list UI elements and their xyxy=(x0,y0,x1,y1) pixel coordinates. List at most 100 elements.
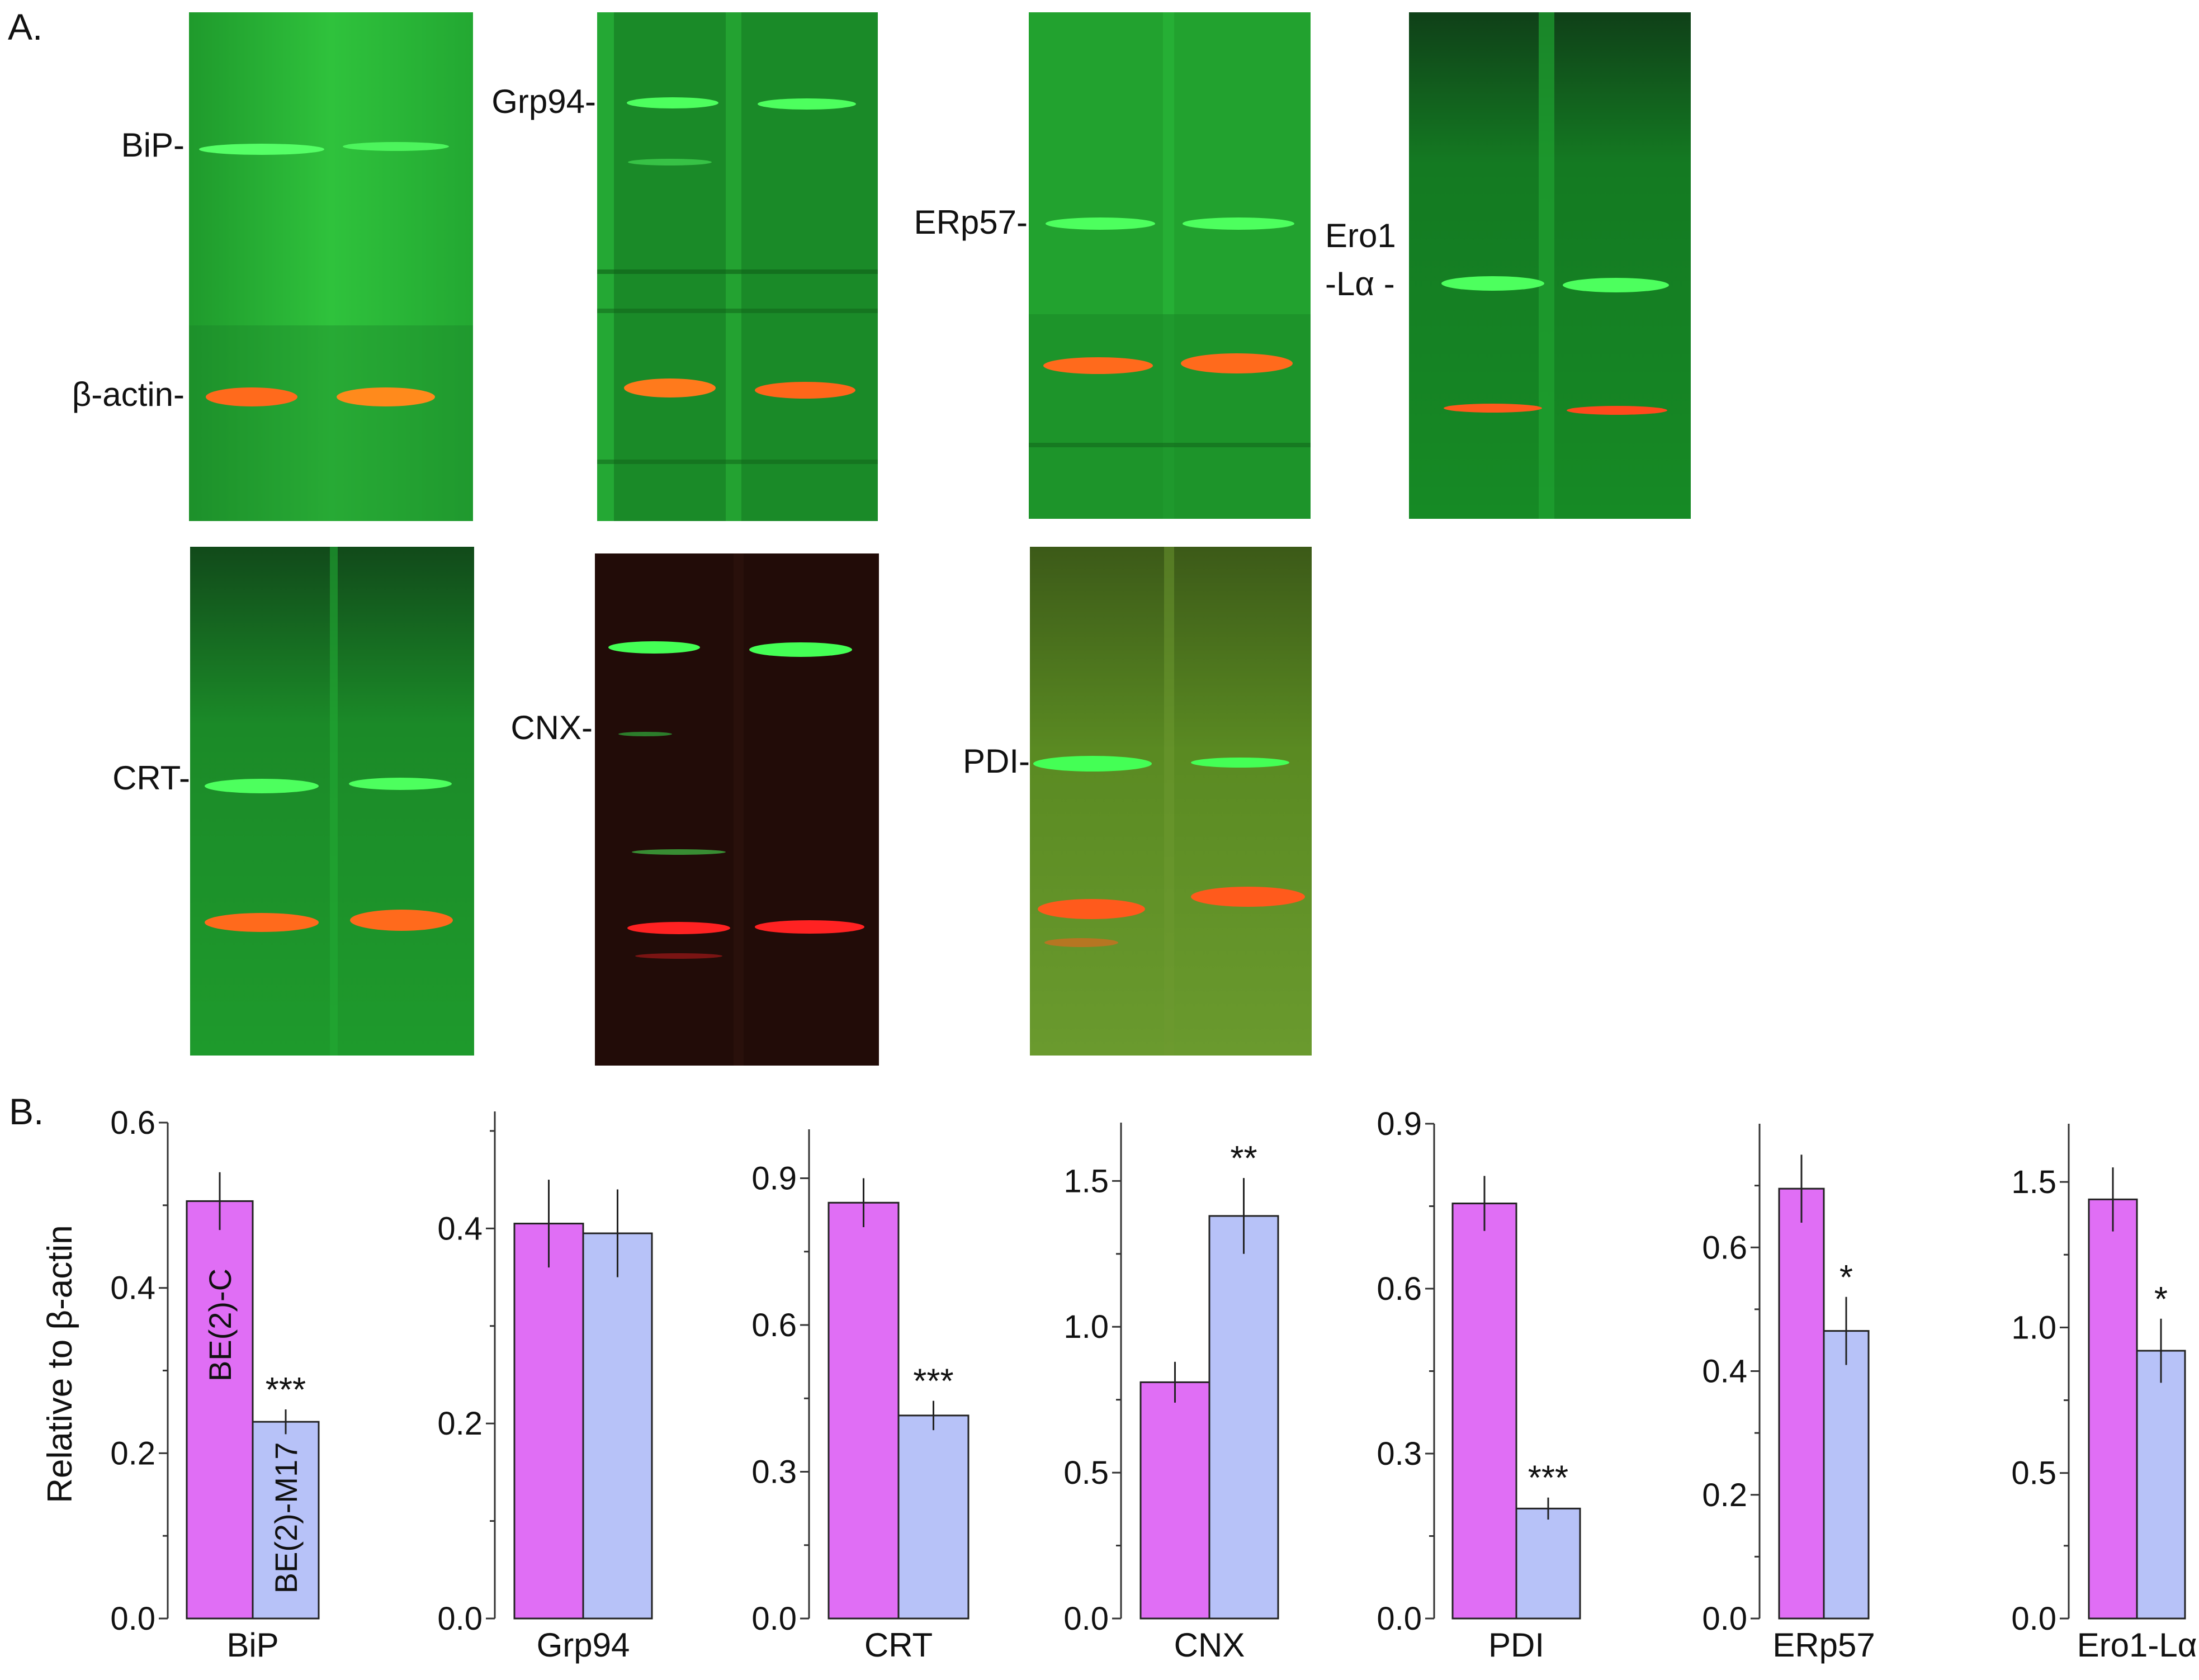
band-bip-lane1 xyxy=(199,144,324,155)
y-tick-label: 0.3 xyxy=(1377,1436,1422,1472)
blot-grp94 xyxy=(597,12,878,521)
y-tick-label: 0.2 xyxy=(437,1405,483,1442)
bar-pdi-be2m17 xyxy=(1515,1507,1581,1620)
x-axis-label-ero1l: Ero1-Lα xyxy=(2077,1626,2197,1664)
y-tick-label: 0.0 xyxy=(1377,1601,1422,1637)
y-tick-label: 0.0 xyxy=(437,1601,483,1637)
band-ero1-actin-lane2 xyxy=(1567,406,1667,415)
significance-label: *** xyxy=(1528,1459,1568,1498)
blot-bip xyxy=(189,12,473,521)
band-grp94-actin-lane1 xyxy=(624,378,716,397)
y-tick-label: 0.6 xyxy=(751,1307,797,1343)
y-tick-label: 1.0 xyxy=(1063,1309,1109,1345)
y-tick-label: 0.0 xyxy=(2011,1601,2056,1637)
label-beta-actin: β-actin- xyxy=(72,376,185,413)
x-axis-label-pdi: PDI xyxy=(1488,1626,1544,1664)
bar-label-be2m17: BE(2)-M17 xyxy=(268,1442,304,1594)
band-crt-lane1 xyxy=(205,779,319,793)
band-grp94-actin-lane2 xyxy=(755,382,855,399)
panel-b-letter: B. xyxy=(9,1091,44,1132)
band-pdi-lane2 xyxy=(1191,758,1289,768)
significance-label: * xyxy=(2154,1280,2168,1319)
x-axis-label-crt: CRT xyxy=(864,1626,933,1664)
label-bip: BiP- xyxy=(121,126,185,164)
significance-label: *** xyxy=(266,1371,306,1409)
y-tick-label: 0.0 xyxy=(110,1601,155,1637)
band-actin-lane2 xyxy=(337,387,435,406)
y-tick-label: 0.4 xyxy=(437,1210,483,1247)
panel-a-letter: A. xyxy=(8,6,43,48)
band-crt-lane2 xyxy=(349,778,452,790)
x-axis-label-bip: BiP xyxy=(226,1626,278,1664)
bar-ero1l-be2m17 xyxy=(2136,1350,2186,1620)
bar-pdi-be2c xyxy=(1451,1203,1517,1620)
y-tick-label: 0.2 xyxy=(110,1435,155,1471)
label-erp57: ERp57- xyxy=(914,204,1028,241)
band-actin-lane1 xyxy=(206,387,297,406)
bar-ero1l-be2c xyxy=(2088,1198,2138,1620)
y-tick-label: 1.5 xyxy=(1063,1163,1109,1199)
band-cnx-lane2 xyxy=(749,642,852,657)
significance-label: *** xyxy=(913,1362,953,1401)
bar-erp57-be2m17 xyxy=(1823,1330,1870,1620)
band-erp57-actin-lane1 xyxy=(1043,357,1153,374)
band-crt-actin-lane1 xyxy=(205,913,319,932)
band-grp94-lane1 xyxy=(627,97,718,108)
blot-pdi xyxy=(1030,547,1312,1056)
band-cnx-lane1 xyxy=(608,641,700,654)
y-tick-label: 0.4 xyxy=(1702,1354,1747,1390)
label-ero1-la: -Lα - xyxy=(1325,265,1395,302)
x-axis-label-erp57: ERp57 xyxy=(1772,1626,1875,1664)
band-crt-actin-lane2 xyxy=(350,910,453,931)
significance-label: ** xyxy=(1230,1139,1257,1178)
y-tick-label: 0.9 xyxy=(1377,1106,1422,1142)
band-ero1-lane1 xyxy=(1441,276,1544,291)
bar-crt-be2c xyxy=(827,1201,900,1620)
significance-label: * xyxy=(1839,1258,1853,1297)
y-tick-label: 1.5 xyxy=(2011,1164,2056,1200)
bar-bip-be2c xyxy=(186,1200,254,1620)
y-tick-label: 0.4 xyxy=(110,1270,155,1307)
label-crt: CRT- xyxy=(112,759,190,797)
y-tick-label: 0.3 xyxy=(751,1454,797,1490)
bar-cnx-be2m17 xyxy=(1208,1215,1279,1620)
band-ero1-lane2 xyxy=(1563,278,1669,292)
bar-erp57-be2c xyxy=(1778,1187,1825,1620)
band-erp57-lane1 xyxy=(1046,217,1155,230)
band-erp57-lane2 xyxy=(1183,217,1294,230)
label-grp94: Grp94- xyxy=(491,83,596,120)
y-axis-title: Relative to β-actin xyxy=(41,1225,79,1503)
band-grp94-lane2 xyxy=(758,98,856,110)
bar-grp94-be2m17 xyxy=(582,1232,653,1620)
y-tick-label: 0.9 xyxy=(751,1161,797,1197)
x-axis-label-grp94: Grp94 xyxy=(537,1626,630,1664)
bar-grp94-be2c xyxy=(513,1223,584,1620)
x-axis-label-cnx: CNX xyxy=(1174,1626,1245,1664)
y-tick-label: 0.6 xyxy=(110,1105,155,1141)
band-ero1-actin-lane1 xyxy=(1444,404,1542,413)
band-pdi-actin-lane2 xyxy=(1191,887,1305,907)
band-pdi-lane1 xyxy=(1033,756,1152,772)
bar-label-be2c: BE(2)-C xyxy=(202,1269,238,1381)
y-tick-label: 0.0 xyxy=(1063,1601,1109,1637)
blot-erp57 xyxy=(1029,12,1311,519)
y-tick-label: 0.2 xyxy=(1702,1477,1747,1513)
blot-ero1 xyxy=(1409,12,1691,519)
band-bip-lane2 xyxy=(343,142,449,151)
band-erp57-actin-lane2 xyxy=(1181,353,1293,373)
y-tick-label: 1.0 xyxy=(2011,1309,2056,1346)
label-pdi: PDI- xyxy=(962,742,1030,780)
y-tick-label: 0.0 xyxy=(1702,1601,1747,1637)
y-tick-label: 0.6 xyxy=(1702,1229,1747,1266)
blot-cnx xyxy=(595,553,879,1066)
bar-crt-be2m17 xyxy=(897,1414,970,1620)
blot-crt xyxy=(190,547,474,1056)
y-tick-label: 0.6 xyxy=(1377,1271,1422,1307)
bar-cnx-be2c xyxy=(1139,1381,1210,1620)
band-pdi-actin-lane1 xyxy=(1038,899,1145,919)
y-tick-label: 0.5 xyxy=(1063,1455,1109,1491)
label-ero1: Ero1 xyxy=(1325,217,1396,254)
y-tick-label: 0.0 xyxy=(751,1601,797,1637)
